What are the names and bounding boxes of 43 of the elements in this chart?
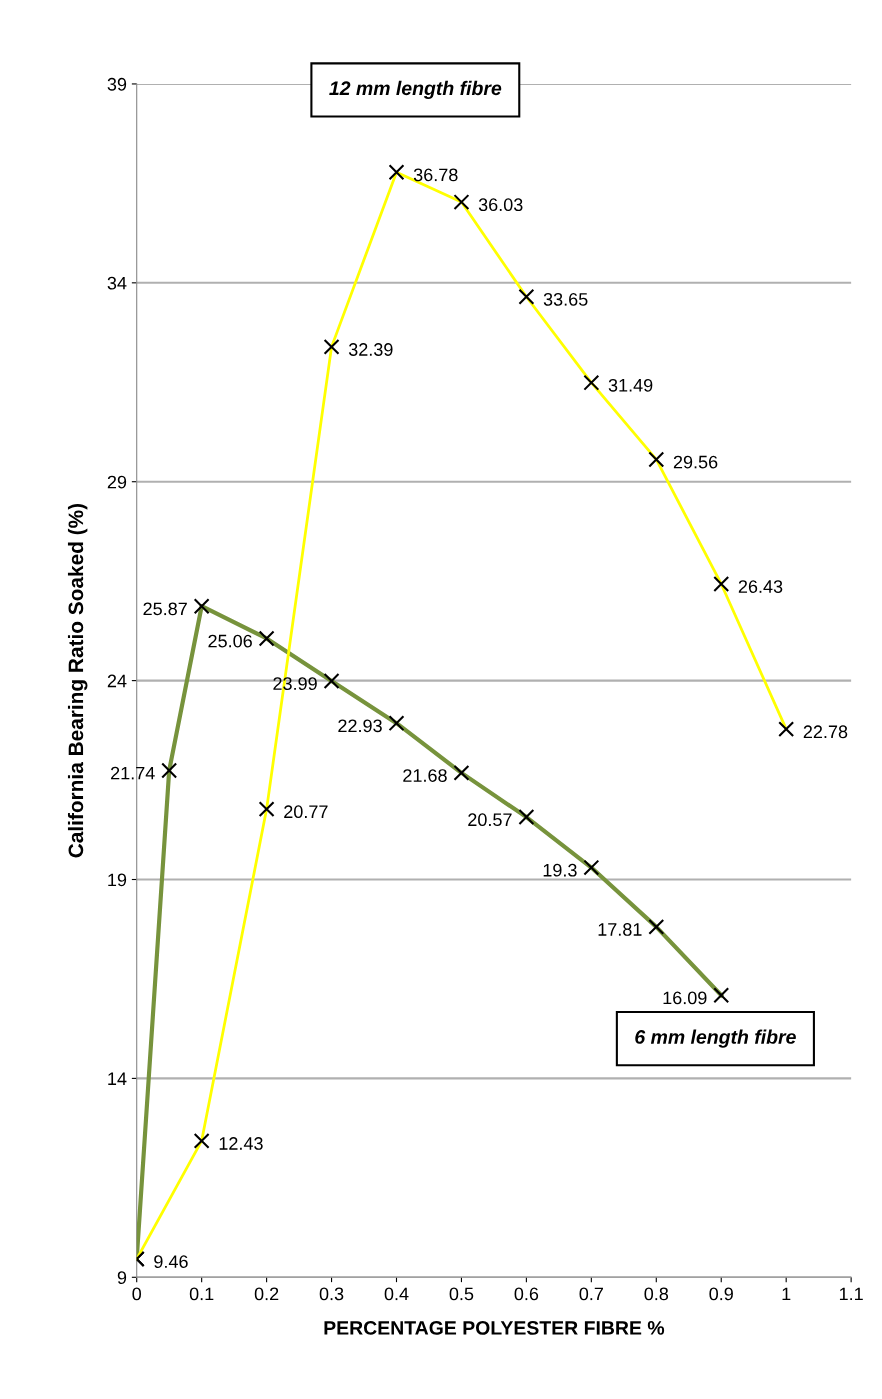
data-label: 29.56 — [673, 455, 718, 469]
y-tick-label: 29 — [107, 475, 127, 489]
data-label: 21.68 — [403, 769, 447, 782]
data-label: 36.03 — [478, 198, 523, 212]
x-tick-label: 0 — [132, 1287, 142, 1301]
x-tick-label: 0.2 — [254, 1287, 279, 1301]
data-label: 26.43 — [738, 580, 783, 593]
x-tick-label: 0.1 — [189, 1287, 214, 1301]
data-label: 25.06 — [208, 634, 252, 648]
series-label: 6 mm length fibre — [635, 1029, 796, 1048]
y-tick-label: 19 — [108, 873, 127, 887]
y-tick-label: 14 — [108, 1072, 127, 1085]
data-label: 19.3 — [543, 863, 577, 877]
data-label: 20.57 — [468, 813, 512, 827]
data-label: 25.87 — [143, 602, 187, 616]
data-label: 22.78 — [803, 725, 848, 739]
data-label: 20.77 — [284, 805, 328, 819]
x-tick-label: 0.6 — [514, 1287, 539, 1301]
y-tick-label: 9 — [117, 1271, 127, 1285]
data-label: 16.09 — [663, 991, 707, 1005]
data-label: 21.74 — [111, 766, 155, 780]
data-label: 36.78 — [413, 168, 458, 182]
data-label: 9.46 — [154, 1255, 188, 1268]
y-tick-label: 34 — [107, 276, 127, 290]
y-tick-label: 39 — [107, 77, 127, 91]
x-tick-label: 0.8 — [644, 1287, 669, 1301]
data-label: 12.43 — [219, 1137, 263, 1150]
data-label: 17.81 — [598, 923, 642, 936]
x-tick-label: 0.7 — [579, 1287, 603, 1301]
data-label: 32.39 — [348, 343, 393, 356]
x-tick-label: 1 — [782, 1287, 791, 1301]
x-tick-label: 0.9 — [709, 1287, 733, 1301]
data-label: 22.93 — [338, 719, 382, 733]
x-axis-title: PERCENTAGE POLYESTER FIBRE % — [324, 1321, 665, 1335]
text: 12 mm length fibre — [329, 80, 502, 99]
x-tick-label: 0.5 — [449, 1287, 474, 1301]
x-tick-label: 1.1 — [839, 1287, 863, 1301]
y-tick-label: 24 — [107, 674, 127, 688]
data-label: 31.49 — [608, 378, 653, 392]
x-tick-label: 0.3 — [319, 1287, 344, 1301]
y-axis-title: California Bearing Ratio Soaked (%) — [67, 503, 88, 858]
x-tick-label: 0.4 — [384, 1287, 409, 1301]
data-label: 33.65 — [543, 292, 588, 306]
